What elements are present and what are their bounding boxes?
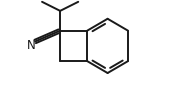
Text: N: N [27, 39, 36, 52]
